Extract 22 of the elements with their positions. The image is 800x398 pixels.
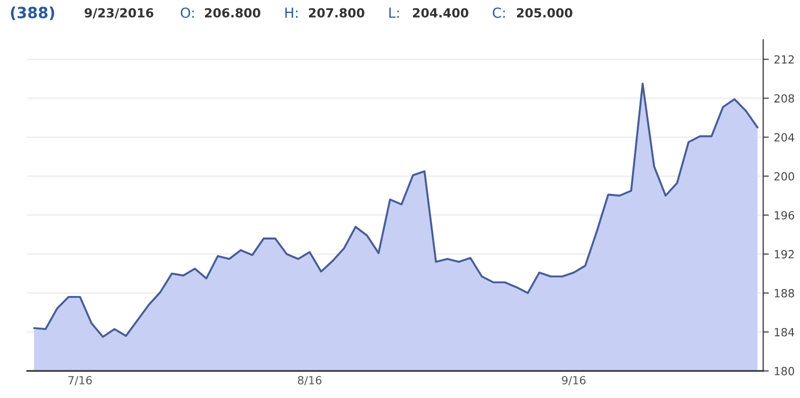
- text: O:: [180, 7, 194, 18]
- y-tick-label: 192: [774, 250, 794, 258]
- x-tick-label: 9/16: [562, 376, 586, 386]
- y-tick-label: 180: [774, 366, 794, 376]
- y-tick-label: 200: [774, 172, 794, 181]
- x-tick-label: 8/16: [298, 376, 322, 386]
- text: L:: [389, 8, 399, 18]
- text: C:: [492, 7, 505, 18]
- text: 207.800: [308, 8, 364, 18]
- y-tick-label: 184: [774, 328, 794, 336]
- x-tick-label: 7/16: [68, 376, 92, 386]
- y-tick-label: 196: [774, 211, 794, 220]
- text: 205.000: [516, 8, 572, 18]
- chart-title: (388): [10, 6, 54, 20]
- y-tick-label: 212: [774, 55, 794, 64]
- text: 204.400: [412, 8, 468, 18]
- y-tick-label: 188: [774, 288, 794, 298]
- text: 9/23/2016: [84, 8, 154, 19]
- text: 206.800: [204, 8, 260, 18]
- y-tick-label: 208: [774, 94, 794, 103]
- y-tick-label: 204: [774, 133, 794, 142]
- text: H:: [285, 8, 298, 18]
